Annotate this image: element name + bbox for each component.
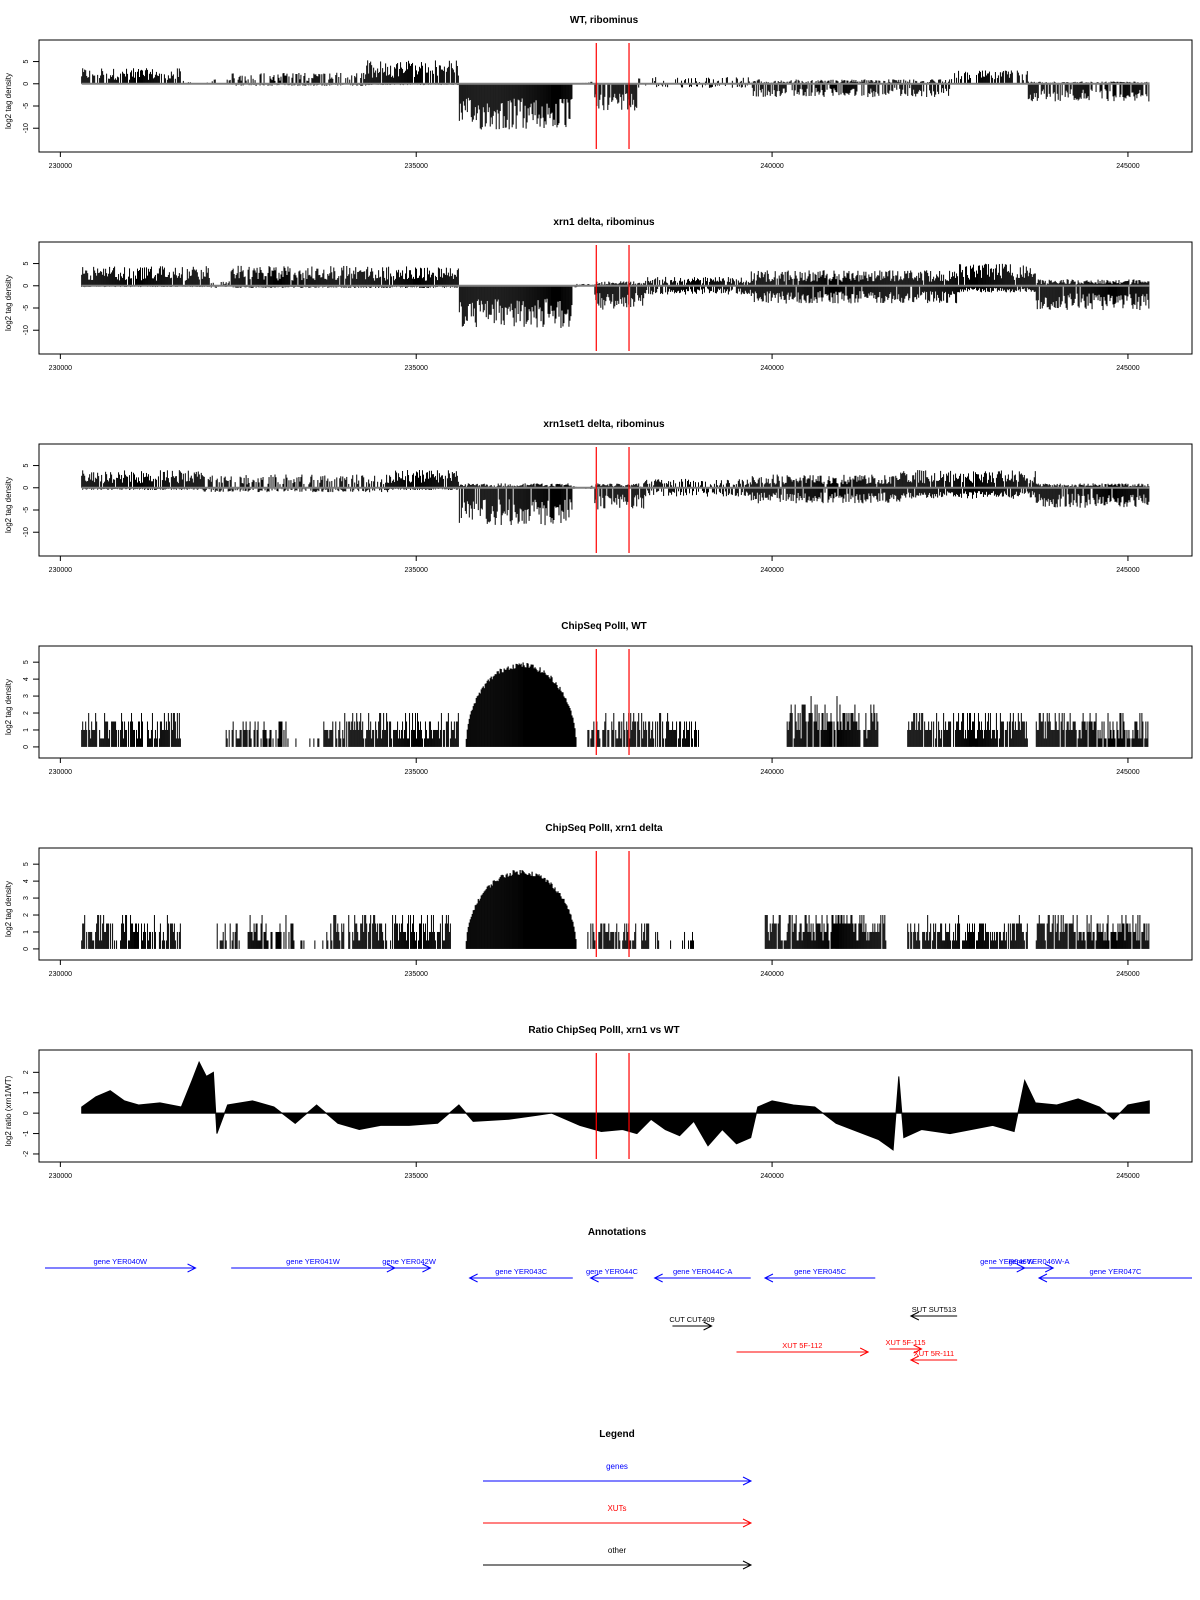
x-tick-label: 230000 bbox=[49, 163, 72, 170]
panel-xrn1-delta-ribominus: xrn1 delta, ribominus log2 tag density 5… bbox=[4, 217, 1193, 372]
panel-chipseq-polii-wt: ChipSeq PolII, WT log2 tag density 0 1 2 3 4… bbox=[4, 621, 1193, 776]
plot-frame bbox=[38, 241, 1193, 355]
bar-series bbox=[81, 662, 1149, 747]
y-tick-label: -10 bbox=[23, 123, 30, 133]
plot-area: 5 0 -5 -10 230000 235000 240000 245000 bbox=[23, 43, 1150, 170]
y-tick-label: 0 bbox=[23, 82, 30, 86]
plot-area: 5 0 -5 -10 230000 235000 240000 245000 bbox=[23, 245, 1150, 372]
plot-frame bbox=[38, 443, 1193, 557]
y-axis-label: log2 tag density bbox=[4, 275, 13, 331]
x-tick-label: 235000 bbox=[405, 769, 428, 776]
x-tick-label: 230000 bbox=[49, 567, 72, 574]
y-tick-label: 5 bbox=[23, 262, 30, 266]
y-tick-label: 0 bbox=[23, 284, 30, 288]
y-tick-label: 5 bbox=[23, 660, 30, 664]
x-tick-label: 240000 bbox=[760, 567, 783, 574]
y-tick-label: 4 bbox=[23, 677, 30, 681]
y-tick-label: 1 bbox=[23, 728, 30, 732]
x-tick-label: 235000 bbox=[405, 567, 428, 574]
y-tick-label: -10 bbox=[23, 325, 30, 335]
plot-area: 0 1 2 3 4 5 230000 235000 240000 245000 bbox=[23, 649, 1149, 776]
plot-area: 5 0 -5 -10 230000 235000 240000 245000 bbox=[23, 447, 1150, 574]
y-tick-label: -5 bbox=[23, 507, 30, 513]
panel-title: xrn1set1 delta, ribominus bbox=[543, 419, 665, 430]
panel-xrn1set1-delta-ribominus: xrn1set1 delta, ribominus log2 tag densi… bbox=[4, 419, 1193, 574]
y-tick-label: 5 bbox=[23, 60, 30, 64]
plot-frame bbox=[38, 645, 1193, 759]
x-tick-label: 230000 bbox=[49, 365, 72, 372]
panel-title: WT, ribominus bbox=[570, 15, 639, 26]
x-tick-label: 245000 bbox=[1116, 769, 1139, 776]
panel-wt-ribominus: WT, ribominus log2 tag density 5 0 -5 -10 23… bbox=[4, 15, 1193, 170]
y-tick-label: 5 bbox=[23, 464, 30, 468]
x-tick-label: 235000 bbox=[405, 365, 428, 372]
y-axis-label: log2 tag density bbox=[4, 73, 13, 129]
x-tick-label: 245000 bbox=[1116, 163, 1139, 170]
x-tick-label: 245000 bbox=[1116, 567, 1139, 574]
x-tick-label: 240000 bbox=[760, 769, 783, 776]
y-axis-label: log2 tag density bbox=[4, 679, 13, 735]
x-tick-label: 230000 bbox=[49, 769, 72, 776]
bar-series bbox=[81, 470, 1150, 526]
y-tick-label: -5 bbox=[23, 103, 30, 109]
y-tick-label: 0 bbox=[23, 486, 30, 490]
bar-series bbox=[81, 60, 1150, 130]
x-tick-label: 240000 bbox=[760, 365, 783, 372]
bar-series bbox=[81, 263, 1150, 328]
panel-title: xrn1 delta, ribominus bbox=[553, 217, 655, 228]
y-tick-label: 3 bbox=[23, 694, 30, 698]
x-tick-label: 235000 bbox=[405, 163, 428, 170]
y-tick-label: 2 bbox=[23, 711, 30, 715]
y-tick-label: -10 bbox=[23, 527, 30, 537]
plot-frame bbox=[38, 39, 1193, 153]
y-tick-label: 0 bbox=[23, 745, 30, 749]
x-tick-label: 245000 bbox=[1116, 365, 1139, 372]
y-axis-label: log2 tag density bbox=[4, 477, 13, 533]
y-tick-label: -5 bbox=[23, 305, 30, 311]
x-tick-label: 240000 bbox=[760, 163, 783, 170]
panel-title: ChipSeq PolII, WT bbox=[561, 621, 647, 632]
